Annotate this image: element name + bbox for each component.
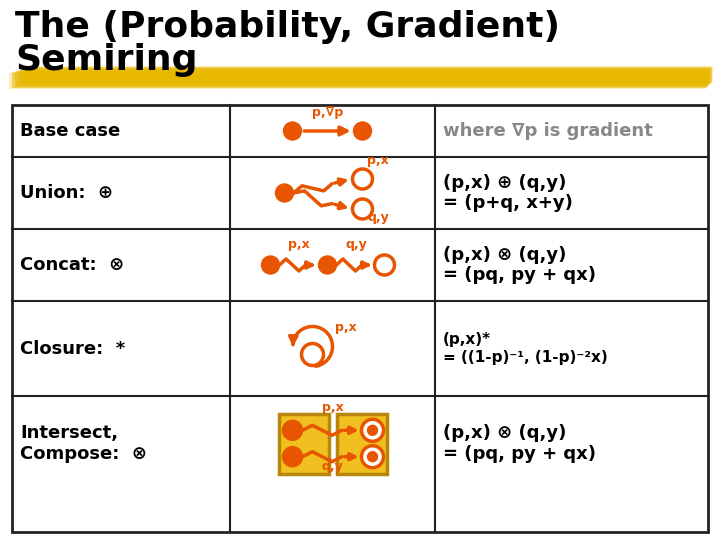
Circle shape <box>353 199 372 219</box>
Circle shape <box>367 451 377 462</box>
Circle shape <box>302 343 323 366</box>
Circle shape <box>282 447 302 467</box>
Circle shape <box>282 420 302 440</box>
Text: p,x: p,x <box>322 401 343 414</box>
Text: Intersect,
Compose:  ⊗: Intersect, Compose: ⊗ <box>20 424 147 463</box>
FancyBboxPatch shape <box>24 68 711 84</box>
Circle shape <box>353 169 372 189</box>
Text: (p,x)*
= ((1-p)⁻¹, (1-p)⁻²x): (p,x)* = ((1-p)⁻¹, (1-p)⁻²x) <box>443 332 608 365</box>
Text: Union:  ⊕: Union: ⊕ <box>20 184 113 202</box>
Text: q,y: q,y <box>322 460 343 472</box>
FancyBboxPatch shape <box>12 72 707 88</box>
FancyBboxPatch shape <box>30 66 713 82</box>
FancyBboxPatch shape <box>27 67 712 83</box>
Text: p,x: p,x <box>335 321 356 334</box>
Bar <box>279 414 328 474</box>
Circle shape <box>354 122 372 140</box>
Text: q,y: q,y <box>345 238 367 251</box>
Circle shape <box>361 419 384 441</box>
Text: p,∇p: p,∇p <box>312 106 343 119</box>
Circle shape <box>276 184 294 202</box>
Circle shape <box>361 446 384 468</box>
Circle shape <box>318 256 336 274</box>
Text: (p,x) ⊗ (q,y)
= (pq, py + qx): (p,x) ⊗ (q,y) = (pq, py + qx) <box>443 424 596 463</box>
Circle shape <box>364 449 380 465</box>
Text: q,y: q,y <box>367 211 390 224</box>
Circle shape <box>374 255 395 275</box>
FancyBboxPatch shape <box>15 71 708 87</box>
Circle shape <box>284 122 302 140</box>
Text: The (Probability, Gradient): The (Probability, Gradient) <box>15 10 560 44</box>
Text: (p,x) ⊗ (q,y)
= (pq, py + qx): (p,x) ⊗ (q,y) = (pq, py + qx) <box>443 246 596 285</box>
FancyBboxPatch shape <box>9 73 706 89</box>
FancyBboxPatch shape <box>18 70 709 86</box>
Text: Semiring: Semiring <box>15 43 197 77</box>
Text: (p,x) ⊕ (q,y)
= (p+q, x+y): (p,x) ⊕ (q,y) = (p+q, x+y) <box>443 173 573 212</box>
Circle shape <box>261 256 279 274</box>
Circle shape <box>367 426 377 435</box>
Circle shape <box>364 422 380 438</box>
Text: p,x: p,x <box>367 154 390 167</box>
Text: where ∇p is gradient: where ∇p is gradient <box>443 122 653 140</box>
FancyBboxPatch shape <box>21 69 710 85</box>
Text: Base case: Base case <box>20 122 120 140</box>
Bar <box>336 414 387 474</box>
Text: Concat:  ⊗: Concat: ⊗ <box>20 256 125 274</box>
Text: p,x: p,x <box>288 238 310 251</box>
Text: Closure:  *: Closure: * <box>20 340 125 357</box>
Bar <box>12 105 708 532</box>
